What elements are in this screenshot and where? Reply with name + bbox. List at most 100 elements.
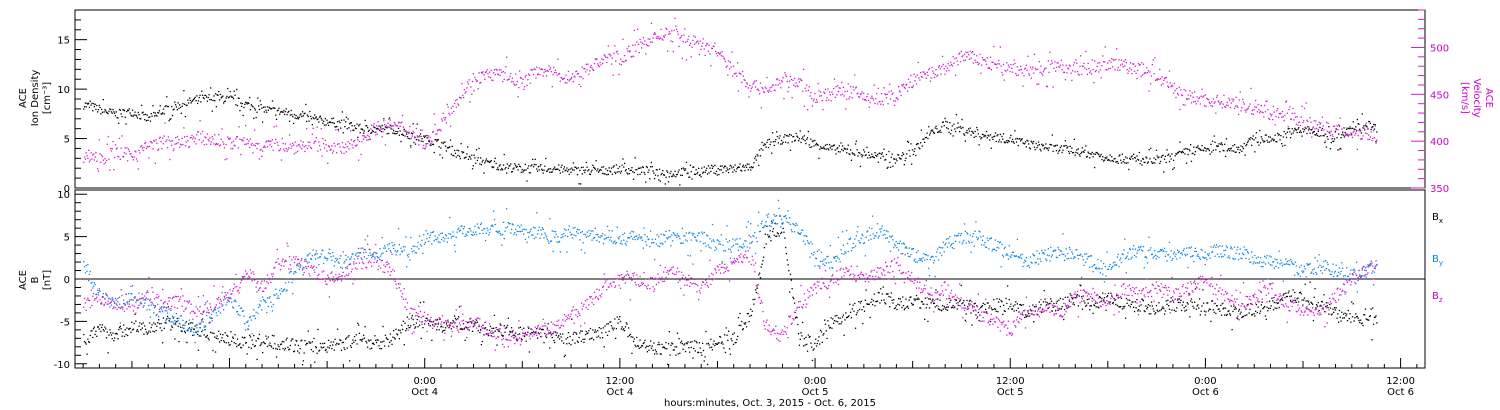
point: [861, 309, 863, 311]
point: [837, 90, 840, 93]
point: [929, 132, 931, 134]
point: [753, 162, 755, 164]
point: [200, 101, 202, 103]
point: [937, 131, 939, 134]
point: [581, 173, 583, 175]
point: [1221, 144, 1223, 146]
point: [93, 326, 95, 328]
point: [201, 318, 204, 320]
point: [682, 167, 684, 169]
point: [452, 105, 454, 107]
point: [614, 318, 616, 320]
point: [696, 342, 698, 344]
point: [806, 137, 809, 139]
point: [307, 330, 309, 332]
point: [484, 327, 487, 329]
point: [397, 329, 400, 331]
point: [1305, 300, 1307, 302]
point: [851, 97, 853, 99]
point: [797, 86, 799, 88]
point: [85, 343, 87, 345]
point: [1118, 59, 1120, 61]
point: [767, 236, 770, 238]
point: [275, 347, 277, 350]
point: [429, 136, 431, 139]
point: [173, 108, 175, 110]
point: [422, 327, 424, 329]
point: [803, 105, 805, 107]
point: [641, 345, 643, 347]
point: [1248, 137, 1250, 140]
point: [898, 86, 900, 88]
point: [375, 131, 377, 133]
point: [859, 152, 861, 154]
point: [271, 146, 273, 148]
point: [857, 155, 859, 157]
point: [811, 346, 813, 348]
point: [1202, 289, 1204, 291]
point: [1209, 308, 1211, 311]
point: [920, 76, 923, 78]
point: [1250, 87, 1252, 90]
point: [665, 176, 667, 178]
point: [90, 104, 92, 106]
point: [1102, 55, 1104, 57]
point: [151, 142, 153, 144]
point: [153, 331, 156, 333]
point: [340, 150, 342, 152]
point: [776, 78, 779, 80]
point: [941, 55, 944, 58]
point: [478, 147, 480, 150]
point: [715, 343, 718, 345]
point: [768, 89, 770, 91]
point: [830, 145, 832, 147]
point: [87, 338, 89, 340]
point: [576, 167, 578, 170]
point: [922, 71, 924, 73]
point: [133, 297, 135, 299]
point: [1303, 131, 1305, 133]
point: [298, 352, 300, 354]
point: [1229, 314, 1232, 316]
point: [451, 112, 453, 114]
point: [306, 114, 309, 116]
point: [1281, 143, 1283, 145]
point: [610, 167, 613, 169]
point: [1197, 145, 1199, 147]
point: [1206, 148, 1208, 150]
point: [896, 160, 898, 162]
point: [437, 323, 439, 325]
point: [1233, 98, 1235, 101]
point: [388, 126, 391, 129]
point: [1368, 315, 1371, 318]
point: [558, 169, 561, 172]
point: [327, 124, 330, 126]
point: [260, 148, 262, 151]
point: [1012, 305, 1014, 307]
point: [643, 171, 645, 174]
point: [388, 132, 390, 135]
point: [376, 133, 378, 135]
point: [1283, 130, 1285, 133]
point: [1358, 123, 1360, 125]
point: [168, 120, 170, 122]
point: [107, 300, 109, 302]
point: [976, 316, 979, 318]
point: [1324, 133, 1326, 135]
point: [1116, 69, 1119, 71]
point: [140, 146, 142, 148]
point: [140, 104, 143, 106]
point: [969, 50, 971, 53]
point: [1185, 148, 1187, 150]
point: [309, 110, 311, 113]
point: [999, 305, 1001, 308]
point: [587, 170, 589, 172]
point: [615, 51, 618, 53]
point: [372, 130, 374, 133]
point: [437, 138, 439, 141]
point: [639, 38, 641, 41]
point: [636, 336, 638, 339]
point: [911, 86, 913, 88]
point: [931, 66, 933, 69]
point: [674, 170, 676, 172]
